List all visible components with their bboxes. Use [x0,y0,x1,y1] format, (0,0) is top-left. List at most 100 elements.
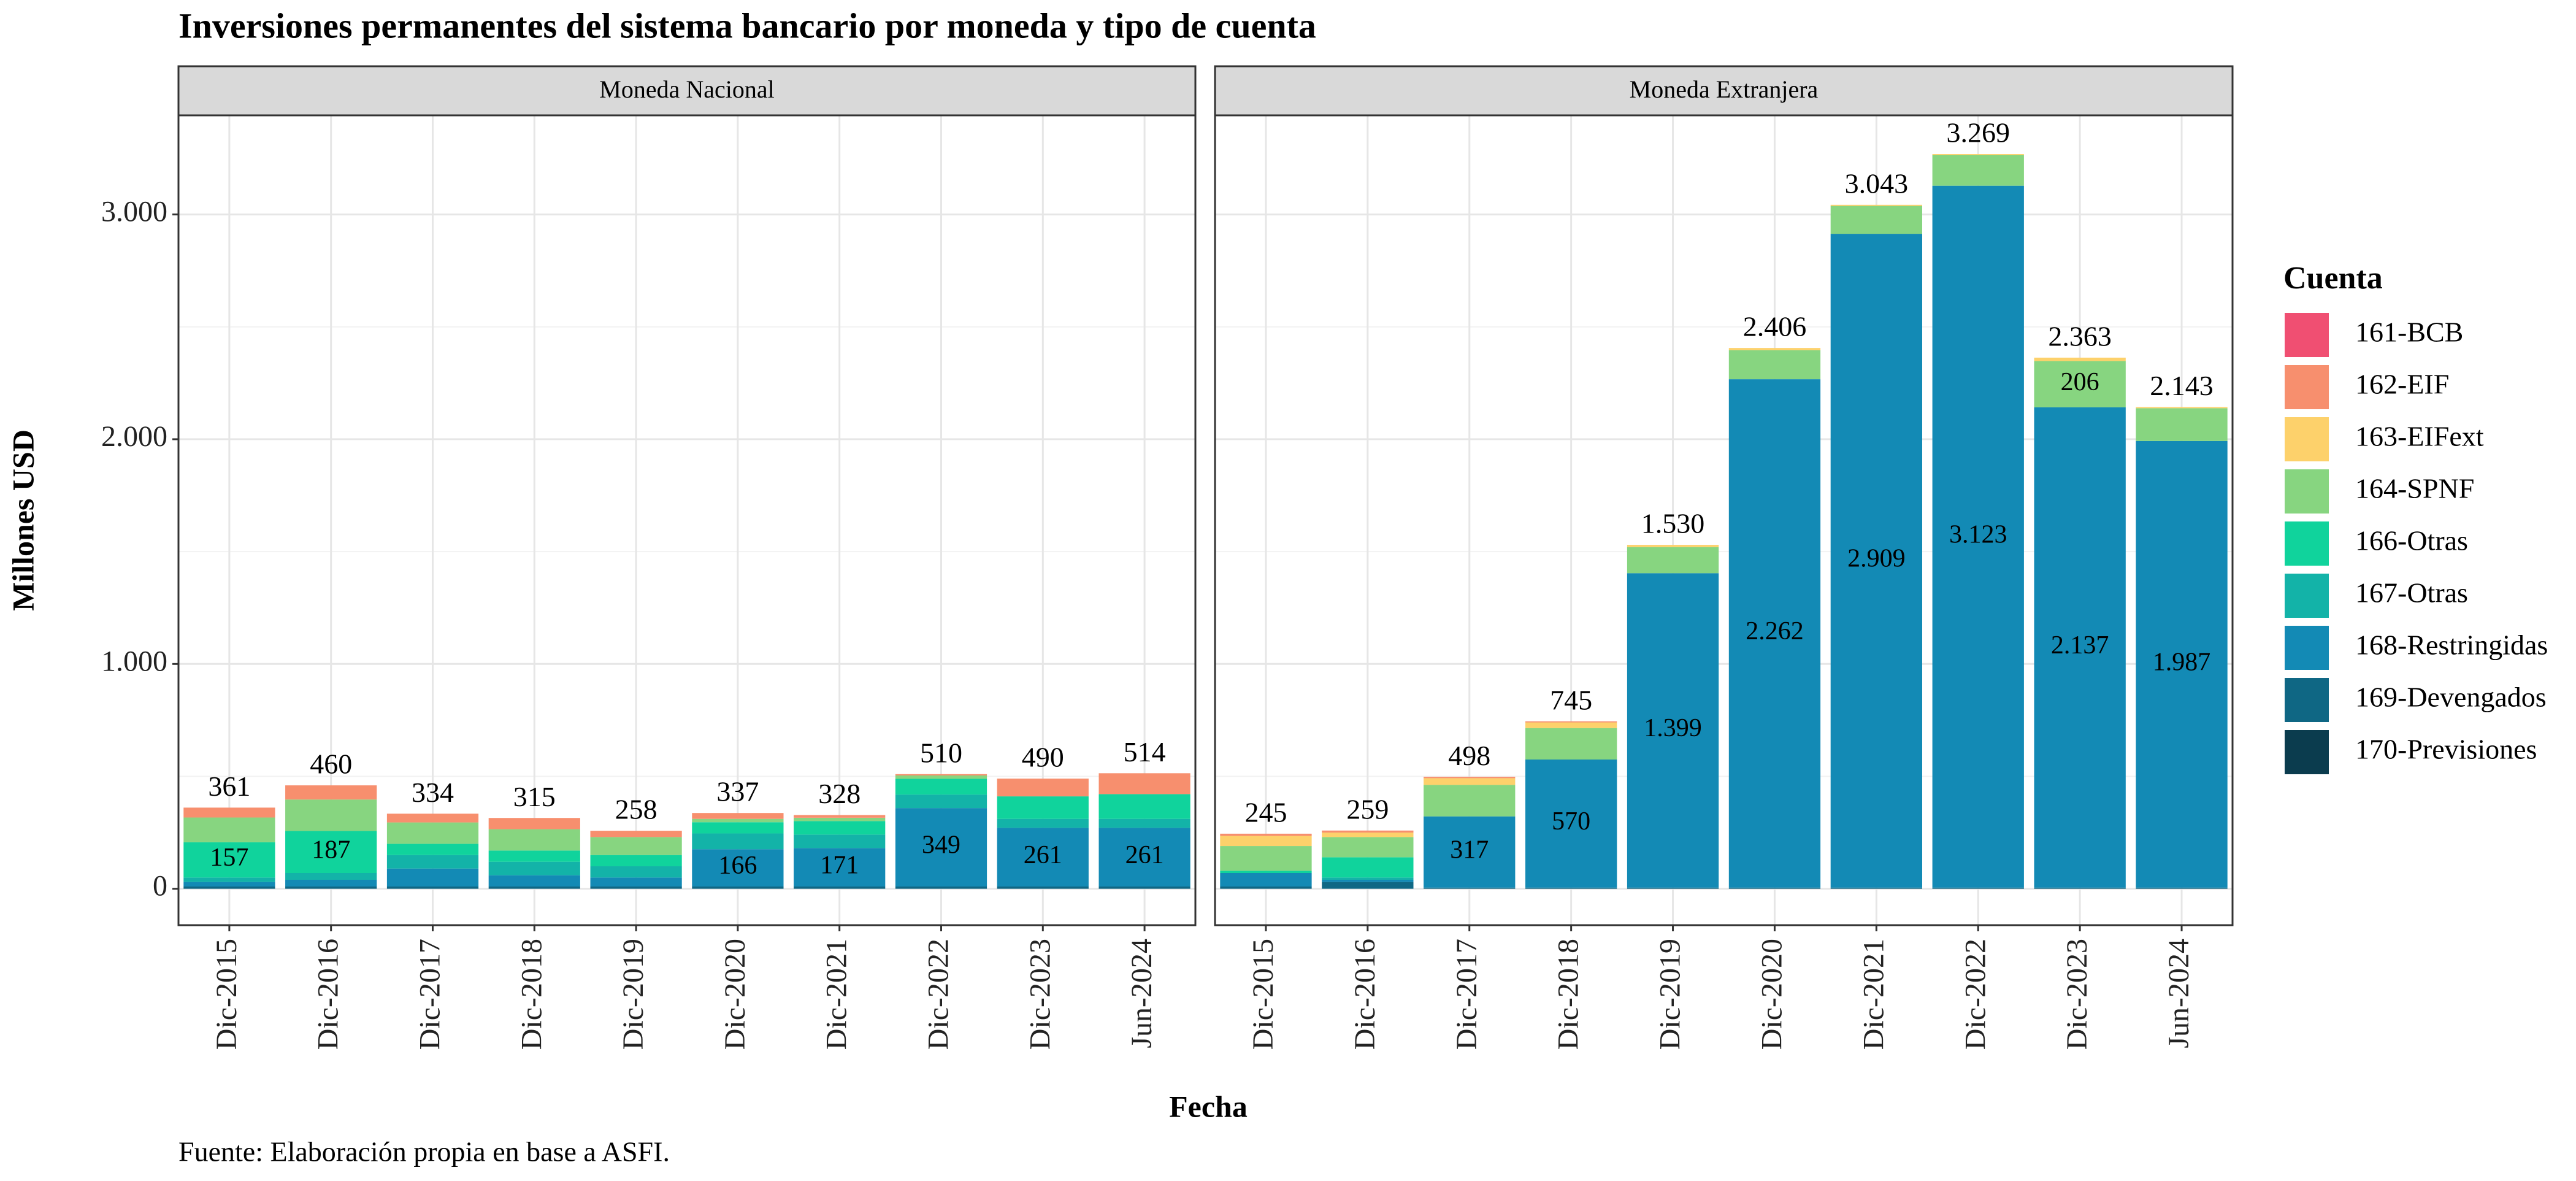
bar-segment [997,779,1089,797]
x-tick-label: Jun-2024 [1125,939,1158,1048]
total-label: 514 [1124,736,1166,767]
x-tick-label: Dic-2021 [821,939,853,1050]
bar-segment [1322,857,1414,878]
bar-segment [1098,886,1190,889]
total-label: 361 [208,771,250,802]
bar-segment [2034,361,2126,407]
total-label: 3.043 [1845,167,1909,199]
x-tick-label: Dic-2023 [1024,939,1056,1050]
bar-segment [1830,887,1923,889]
bar-segment [1220,836,1312,847]
bar-segment [895,794,987,809]
source-note: Fuente: Elaboración propia en base a ASF… [178,1136,670,1168]
bar-segment [1220,873,1312,887]
x-tick-label: Dic-2015 [210,939,243,1050]
bar-segment [386,844,479,855]
bar-segment [794,834,886,848]
bar-segment [1220,871,1312,874]
bar-segment [488,875,580,887]
legend-key [2282,310,2331,360]
segment-label: 2.262 [1746,617,1804,645]
bar-segment [488,850,580,862]
bar-segment [692,886,784,889]
total-label: 2.406 [1743,311,1807,342]
bar-segment [895,779,987,795]
x-tick-label: Dic-2018 [1552,939,1585,1050]
bar-segment [590,831,682,837]
segment-label: 1.399 [1644,714,1702,742]
total-label: 498 [1448,740,1490,771]
bar-segment [794,886,886,889]
bar-segment [285,831,377,874]
y-axis-label: Millones USD [6,429,40,611]
bar-segment [1525,759,1617,888]
panel-border [1214,114,2234,926]
bar-segment [794,817,886,821]
bar-segment [1728,887,1821,889]
x-tick-label: Dic-2021 [1857,939,1890,1050]
y-tick-label: 0 [153,870,167,902]
total-label: 337 [716,776,759,807]
x-tick-label: Dic-2020 [719,939,751,1050]
bar-segment [1728,379,1821,888]
bar-segment [1220,886,1312,889]
bar-segment [285,879,377,887]
y-tick-label: 1.000 [101,645,167,677]
bar-segment [997,796,1089,819]
bar-segment [1322,833,1414,837]
legend-label: 164-SPNF [2355,473,2474,504]
bar-segment [1098,818,1190,828]
bar-segment [386,868,479,887]
legend-key [2282,571,2331,620]
bar-segment [794,848,886,887]
segment-label: 157 [210,844,248,872]
total-label: 1.530 [1641,508,1705,539]
total-label: 315 [513,781,556,812]
y-tick-label: 2.000 [101,420,167,453]
bar-segment [2034,357,2126,361]
legend-key [2282,415,2331,464]
panel-border [177,114,1197,926]
x-tick-label: Dic-2020 [1755,939,1788,1050]
total-label: 328 [818,778,861,809]
bar-segment [183,886,275,889]
bar-segment [1627,573,1719,888]
total-label: 3.269 [1947,117,2011,148]
bar-segment [386,814,479,823]
x-tick-label: Dic-2016 [312,939,345,1050]
total-label: 259 [1346,793,1389,825]
bar-segment [590,855,682,867]
bar-segment [997,828,1089,887]
bar-segment [183,842,275,878]
bar-segment [1322,877,1414,880]
bar-segment [692,813,784,819]
y-tick-label: 3.000 [101,196,167,228]
legend-label: 166-Otras [2355,525,2468,556]
facet-title: Moneda Nacional [599,75,774,103]
bar-segment [1322,837,1414,858]
bar-segment [997,818,1089,828]
bar-segment [1830,204,1923,206]
legend-title: Cuenta [2283,261,2383,296]
bar-segment [1322,882,1414,889]
bar-segment [488,818,580,829]
legend-label: 167-Otras [2355,577,2468,609]
segment-label: 2.909 [1847,545,1906,573]
legend-label: 163-EIFext [2355,421,2484,452]
x-tick-label: Dic-2017 [414,939,447,1050]
x-tick-label: Jun-2024 [2163,939,2195,1048]
bar-segment [1220,833,1312,836]
total-label: 245 [1244,796,1287,828]
bar-segment [285,873,377,880]
bar-segment [285,799,377,831]
bar-segment [488,886,580,889]
facet-strip [1214,65,2234,117]
x-tick-label: Dic-2018 [515,939,548,1050]
bar-segment [1525,728,1617,760]
bar-segment [1728,348,1821,350]
bar-segment [1627,545,1719,547]
bar-segment [1424,778,1516,785]
bar-segment [1627,547,1719,574]
facet-strip [177,65,1197,117]
